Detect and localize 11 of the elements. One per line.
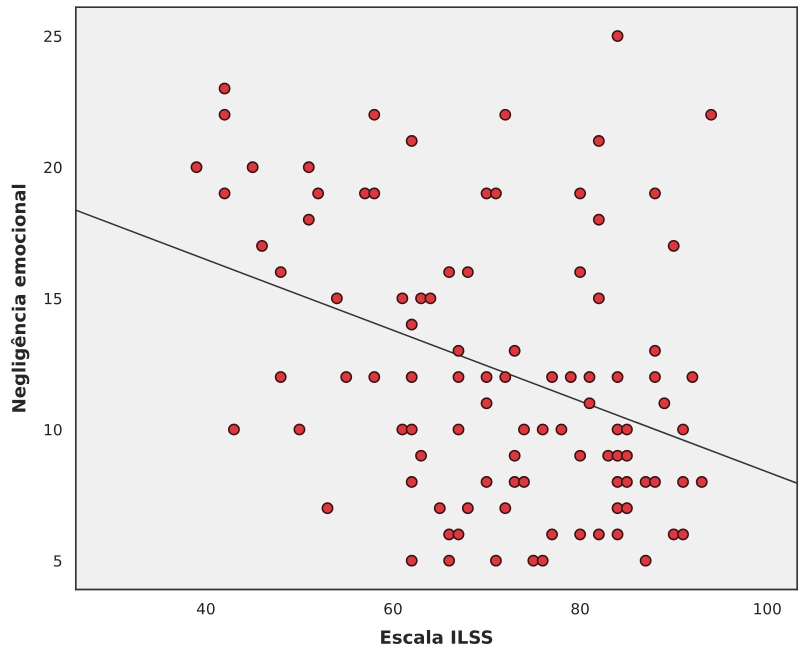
y-tick-label: 10 bbox=[44, 424, 62, 436]
x-tick-label: 80 bbox=[571, 602, 589, 615]
y-tick-label: 5 bbox=[54, 555, 62, 567]
y-tick-label: 20 bbox=[44, 162, 62, 174]
y-tick-label: 25 bbox=[44, 30, 62, 42]
x-tick-label: 40 bbox=[196, 602, 215, 615]
y-tick-label: 15 bbox=[44, 293, 62, 304]
x-axis-title: Escala ILSS bbox=[381, 630, 492, 644]
x-tick-label: 60 bbox=[384, 602, 402, 615]
y-axis-title: Negligência emocional bbox=[10, 184, 30, 412]
x-tick-label: 100 bbox=[754, 602, 781, 615]
